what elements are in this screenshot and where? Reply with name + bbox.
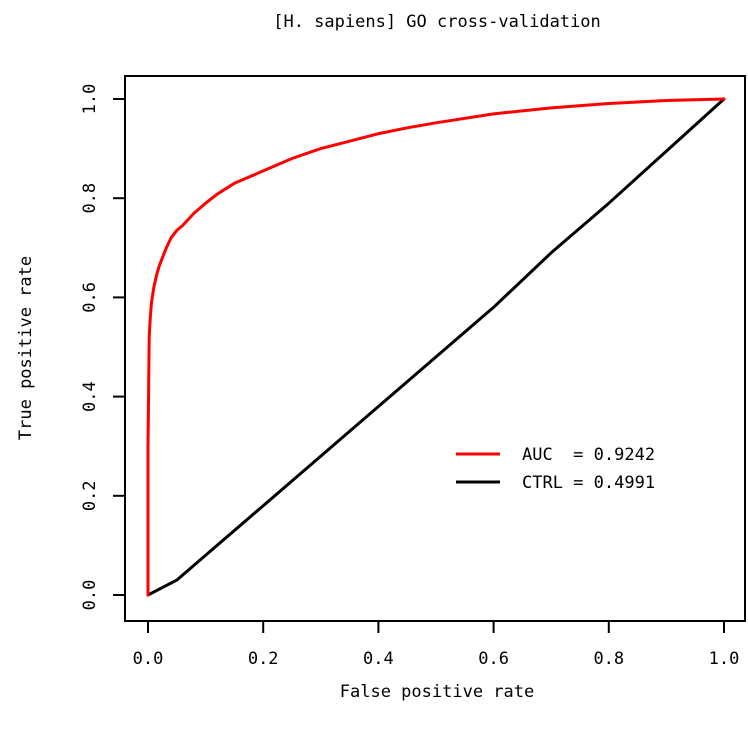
chart-title: [H. sapiens] GO cross-validation [273, 12, 601, 32]
y-tick-label: 1.0 [80, 84, 100, 115]
y-axis: 0.0 0.2 0.4 0.6 0.8 1.0 [80, 84, 125, 611]
x-axis: 0.0 0.2 0.4 0.6 0.8 1.0 [133, 621, 740, 669]
x-tick-label: 0.8 [593, 649, 624, 669]
x-tick-label: 0.0 [133, 649, 164, 669]
x-tick-label: 1.0 [709, 649, 740, 669]
x-tick-label: 0.6 [478, 649, 509, 669]
y-tick-label: 0.2 [80, 480, 100, 511]
y-tick-label: 0.0 [80, 580, 100, 611]
series-line [146, 97, 726, 597]
legend-label: CTRL = 0.4991 [522, 473, 655, 493]
x-tick-label: 0.2 [248, 649, 279, 669]
legend-label: AUC = 0.9242 [522, 445, 655, 465]
plot-frame [124, 75, 746, 622]
series-line [146, 97, 726, 597]
y-tick-label: 0.8 [80, 183, 100, 214]
y-tick-label: 0.4 [80, 381, 100, 412]
x-tick-label: 0.4 [363, 649, 394, 669]
series-layer [146, 97, 726, 597]
legend: AUC = 0.9242 CTRL = 0.4991 [456, 445, 655, 493]
y-tick-label: 0.6 [80, 282, 100, 313]
x-axis-label: False positive rate [340, 682, 534, 702]
y-axis-label: True positive rate [16, 256, 36, 440]
